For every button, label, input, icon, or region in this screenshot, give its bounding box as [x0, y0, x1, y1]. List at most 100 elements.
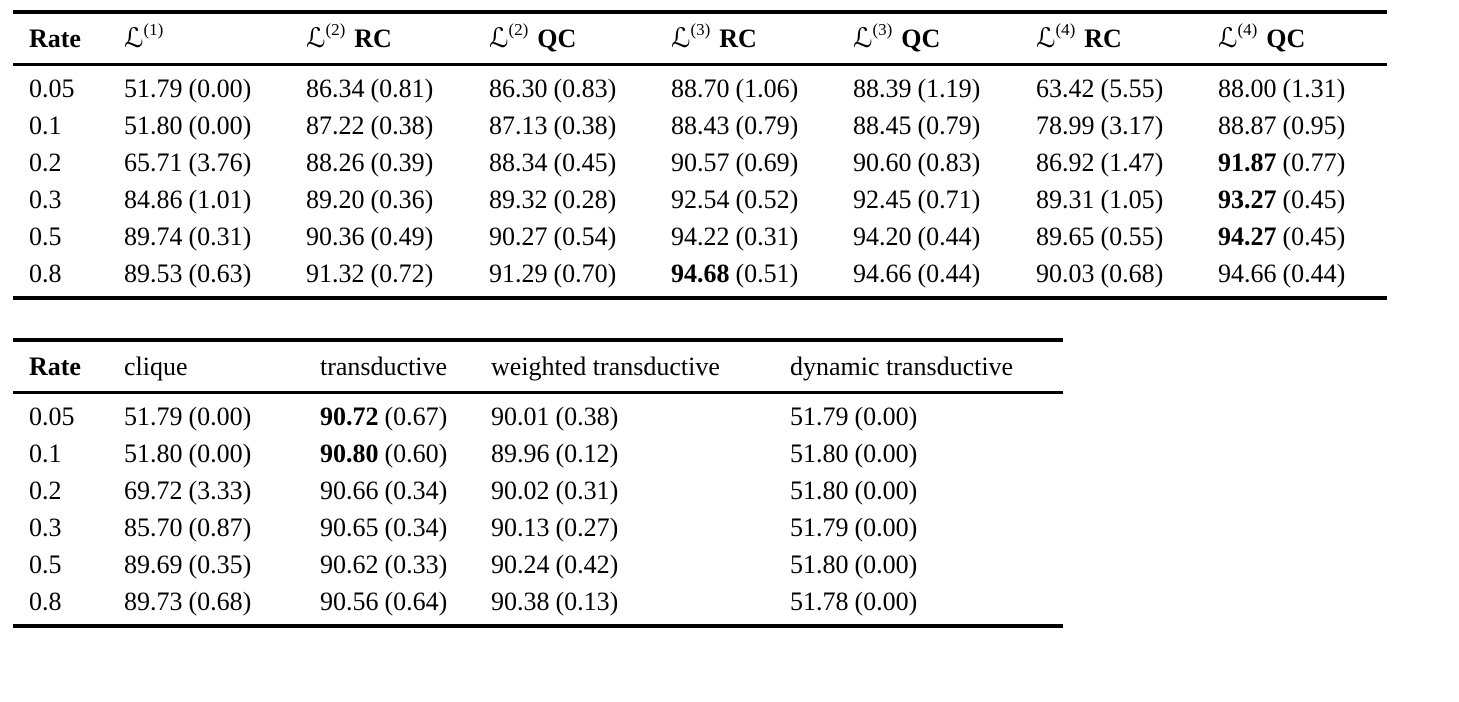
superscript-index: (2)	[508, 20, 529, 40]
cell-std: (0.00)	[854, 513, 918, 542]
cell-std: (0.72)	[370, 259, 434, 288]
table-row: 0.8 89.73 (0.68) 90.56 (0.64) 90.38 (0.13) 51.7…	[13, 583, 1063, 620]
value-cell: 89.73 (0.68)	[124, 583, 320, 620]
cell-std: (0.45)	[1282, 222, 1346, 251]
script-l-symbol: ℒ	[489, 23, 509, 54]
header-label: clique	[124, 351, 188, 381]
cell-value: 89.31	[1036, 185, 1095, 214]
cell-value: 87.22	[306, 111, 365, 140]
cell-value: 90.72	[320, 402, 379, 431]
transductive-comparison-table: Rate clique transductive weighted transduct…	[13, 338, 1063, 628]
cell-std: (0.81)	[370, 74, 434, 103]
cell-std: (1.06)	[735, 74, 799, 103]
cell-std: (0.68)	[1100, 259, 1164, 288]
cell-std: (0.38)	[370, 111, 434, 140]
value-cell: 63.42 (5.55)	[1036, 70, 1218, 107]
value-cell: 86.34 (0.81)	[306, 70, 489, 107]
value-cell: 90.65 (0.34)	[320, 509, 491, 546]
value-cell: 89.32 (0.28)	[489, 181, 671, 218]
cell-value: 89.96	[491, 439, 550, 468]
cell-std: (0.69)	[735, 148, 799, 177]
cell-std: (1.01)	[188, 185, 252, 214]
value-cell: 90.62 (0.33)	[320, 546, 491, 583]
header-cell: ℒ(2) RC	[306, 21, 489, 54]
cell-value: 94.66	[1218, 259, 1277, 288]
value-cell: 78.99 (3.17)	[1036, 107, 1218, 144]
header-suffix-label: QC	[537, 24, 577, 53]
table-row: 0.05 51.79 (0.00) 90.72 (0.67) 90.01 (0.38) 51.…	[13, 398, 1063, 435]
cell-value: 91.32	[306, 259, 365, 288]
cell-std: (0.55)	[1100, 222, 1164, 251]
value-cell: 92.45 (0.71)	[853, 181, 1036, 218]
cell-value: 91.87	[1218, 148, 1277, 177]
loss-comparison-table: Rate ℒ(1) ℒ(2) RC ℒ(2) QC ℒ(3) RC ℒ(3) QC ℒ(4) RC ℒ(…	[13, 10, 1387, 300]
value-cell: 51.79 (0.00)	[790, 398, 1063, 435]
cell-value: 86.34	[306, 74, 365, 103]
script-l-symbol: ℒ	[306, 23, 326, 54]
header-cell: ℒ(3) RC	[671, 21, 853, 54]
value-cell: 90.60 (0.83)	[853, 144, 1036, 181]
cell-std: (3.17)	[1100, 111, 1164, 140]
cell-value: 90.13	[491, 513, 550, 542]
value-cell: 88.45 (0.79)	[853, 107, 1036, 144]
value-cell: 51.80 (0.00)	[790, 546, 1063, 583]
header-suffix-label: RC	[354, 24, 392, 53]
value-cell: 65.71 (3.76)	[124, 144, 306, 181]
header-cell: ℒ(1)	[124, 21, 306, 54]
cell-std: (0.12)	[555, 439, 619, 468]
script-l-symbol: ℒ	[1218, 23, 1238, 54]
rate-cell: 0.8	[29, 259, 62, 288]
cell-value: 94.66	[853, 259, 912, 288]
cell-value: 51.80	[790, 439, 849, 468]
cell-value: 88.45	[853, 111, 912, 140]
header-cell: ℒ(2) QC	[489, 20, 671, 54]
script-l-symbol: ℒ	[124, 23, 144, 54]
cell-std: (0.83)	[553, 74, 617, 103]
cell-std: (0.00)	[188, 439, 252, 468]
value-cell: 93.27 (0.45)	[1218, 181, 1387, 218]
cell-std: (0.79)	[735, 111, 799, 140]
value-cell: 86.92 (1.47)	[1036, 144, 1218, 181]
cell-value: 90.57	[671, 148, 730, 177]
cell-value: 89.73	[124, 587, 183, 616]
value-cell: 89.31 (1.05)	[1036, 181, 1218, 218]
value-cell: 90.38 (0.13)	[491, 583, 790, 620]
value-cell: 94.27 (0.45)	[1218, 218, 1387, 255]
value-cell: 51.79 (0.00)	[790, 509, 1063, 546]
table-body: 0.05 51.79 (0.00) 90.72 (0.67) 90.01 (0.38) 51.…	[13, 394, 1063, 624]
cell-std: (0.49)	[370, 222, 434, 251]
rate-cell: 0.5	[29, 222, 62, 251]
value-cell: 51.78 (0.00)	[790, 583, 1063, 620]
cell-std: (0.00)	[854, 476, 918, 505]
cell-std: (0.45)	[553, 148, 617, 177]
header-label: dynamic transductive	[790, 351, 1014, 381]
cell-value: 89.32	[489, 185, 548, 214]
value-cell: 89.96 (0.12)	[491, 435, 790, 472]
header-cell: weighted transductive	[491, 352, 790, 382]
header-label: weighted transductive	[491, 351, 720, 381]
value-cell: 85.70 (0.87)	[124, 509, 320, 546]
cell-value: 89.53	[124, 259, 183, 288]
cell-value: 85.70	[124, 513, 183, 542]
header-cell-rate: Rate	[29, 23, 81, 53]
cell-std: (0.39)	[370, 148, 434, 177]
cell-value: 94.68	[671, 259, 730, 288]
value-cell: 87.22 (0.38)	[306, 107, 489, 144]
cell-std: (0.13)	[555, 587, 619, 616]
table-row: 0.8 89.53 (0.63) 91.32 (0.72) 91.29 (0.70) 94.6…	[13, 255, 1387, 292]
table-row: 0.2 69.72 (3.33) 90.66 (0.34) 90.02 (0.31) 51.8…	[13, 472, 1063, 509]
cell-std: (0.42)	[555, 550, 619, 579]
cell-std: (0.00)	[188, 74, 252, 103]
value-cell: 89.20 (0.36)	[306, 181, 489, 218]
cell-value: 90.36	[306, 222, 365, 251]
cell-value: 94.27	[1218, 222, 1277, 251]
value-cell: 88.87 (0.95)	[1218, 107, 1387, 144]
value-cell: 92.54 (0.52)	[671, 181, 853, 218]
value-cell: 90.13 (0.27)	[491, 509, 790, 546]
value-cell: 51.80 (0.00)	[790, 435, 1063, 472]
value-cell: 88.43 (0.79)	[671, 107, 853, 144]
cell-std: (0.51)	[735, 259, 799, 288]
value-cell: 89.65 (0.55)	[1036, 218, 1218, 255]
value-cell: 90.72 (0.67)	[320, 398, 491, 435]
rate-cell: 0.8	[29, 587, 62, 616]
